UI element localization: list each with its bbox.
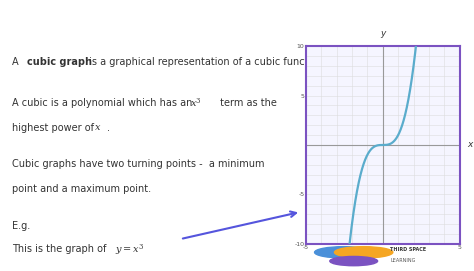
Text: is a graphical representation of a cubic function.: is a graphical representation of a cubic…: [86, 57, 327, 67]
Text: x: x: [467, 140, 473, 150]
Circle shape: [335, 247, 393, 258]
Circle shape: [330, 256, 378, 266]
Text: $y = x^3$: $y = x^3$: [115, 243, 145, 257]
Text: highest power of: highest power of: [12, 123, 97, 133]
Text: LEARNING: LEARNING: [390, 257, 416, 263]
Text: E.g.: E.g.: [12, 221, 30, 231]
Text: Cubic graphs have two turning points -  a minimum: Cubic graphs have two turning points - a…: [12, 159, 264, 169]
Text: y: y: [380, 29, 385, 38]
Text: .: .: [107, 123, 110, 133]
Text: cubic graph: cubic graph: [27, 57, 92, 67]
Text: $x$: $x$: [94, 122, 101, 132]
Text: A: A: [12, 57, 22, 67]
Text: THIRD SPACE: THIRD SPACE: [390, 247, 426, 252]
FancyArrowPatch shape: [183, 211, 296, 238]
Text: point and a maximum point.: point and a maximum point.: [12, 185, 151, 195]
Text: A cubic is a polynomial which has an: A cubic is a polynomial which has an: [12, 98, 195, 108]
Circle shape: [315, 247, 373, 258]
Text: $x^3$: $x^3$: [190, 97, 201, 109]
Text: term as the: term as the: [217, 98, 276, 108]
Text: This is the graph of: This is the graph of: [12, 244, 112, 254]
Text: Cubic Graph: Cubic Graph: [12, 13, 135, 31]
